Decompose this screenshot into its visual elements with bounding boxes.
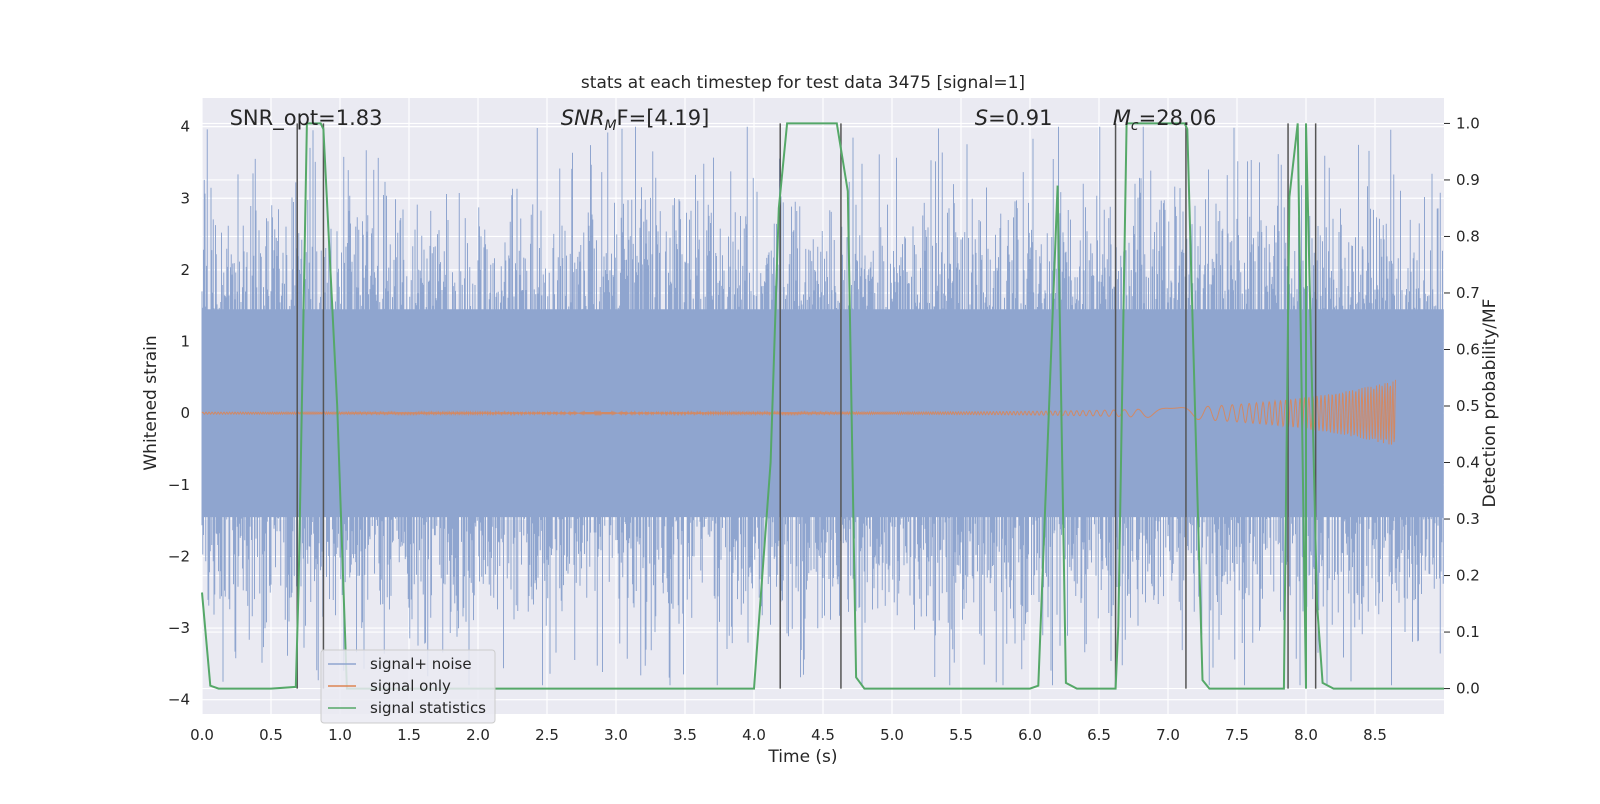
x-tick-label: 3.5: [673, 726, 697, 744]
x-tick-label: 3.0: [604, 726, 628, 744]
annotation-text: Mc=28.06: [1113, 106, 1217, 134]
y-tick-label-left: −2: [168, 547, 190, 565]
annotations: SNR_opt=1.83 SNRMF=[4.19] S=0.91 Mc=28.06: [230, 106, 1217, 134]
y-tick-label-right: 0.5: [1456, 397, 1480, 415]
y-axis-label-right: Detection probability/MF: [1480, 299, 1500, 508]
y-tick-label-left: −4: [168, 691, 190, 709]
y-tick-label-right: 0.0: [1456, 680, 1480, 698]
y-axis-label-left: Whitened strain: [141, 335, 161, 470]
x-tick-label: 7.5: [1225, 726, 1249, 744]
x-tick-label: 2.0: [466, 726, 490, 744]
y-tick-label-left: 2: [180, 261, 190, 279]
y-tick-label-left: −1: [168, 476, 190, 494]
legend-label-statistics: signal statistics: [370, 699, 486, 717]
y-tick-label-right: 0.2: [1456, 567, 1480, 585]
x-axis-label: Time (s): [767, 747, 837, 767]
x-tick-label: 2.5: [535, 726, 559, 744]
annotation-text: SNRMF=[4.19]: [561, 106, 710, 134]
legend-box: [320, 649, 496, 724]
y-tick-label-right: 0.3: [1456, 510, 1480, 528]
chart-title: stats at each timestep for test data 347…: [581, 73, 1025, 93]
x-tick-label: 5.5: [949, 726, 973, 744]
x-tick-label: 0.5: [259, 726, 283, 744]
x-tick-label: 1.0: [328, 726, 352, 744]
x-tick-label: 6.0: [1018, 726, 1042, 744]
y-tick-label-right: 0.9: [1456, 171, 1480, 189]
y-tick-label-left: 1: [180, 333, 190, 351]
signal-trace: [201, 379, 1396, 445]
x-tick-label: 5.0: [880, 726, 904, 744]
y-tick-label-left: −3: [168, 619, 190, 637]
annotation-text: S=0.91: [975, 106, 1053, 130]
x-tick-label: 8.5: [1363, 726, 1387, 744]
legend: signal+ noise signal only signal statist…: [320, 649, 496, 724]
y-tick-label-left: 4: [180, 118, 190, 136]
axis-ticks: 0.0 0.5 1.0 1.5 2.0 2.5 3.0 3.5 4.0 4.5 5.0 5.5 6.0 6…: [168, 114, 1480, 744]
y-tick-label-right: 1.0: [1456, 114, 1480, 132]
legend-label-signal: signal only: [370, 677, 451, 695]
x-tick-label: 8.0: [1294, 726, 1318, 744]
annotation-text: SNR_opt=1.83: [230, 106, 383, 131]
x-tick-label: 6.5: [1087, 726, 1111, 744]
y-tick-label-right: 0.6: [1456, 340, 1480, 358]
y-tick-label-left: 0: [180, 404, 190, 422]
x-tick-label: 7.0: [1156, 726, 1180, 744]
x-tick-label: 1.5: [397, 726, 421, 744]
statistics-trace: [201, 122, 1444, 690]
y-tick-label-right: 0.1: [1456, 623, 1480, 641]
x-tick-label: 0.0: [190, 726, 214, 744]
event-markers: [296, 123, 1317, 689]
y-tick-label-right: 0.7: [1456, 284, 1480, 302]
x-tick-label: 4.0: [742, 726, 766, 744]
series-signal-only: [201, 379, 1396, 445]
y-tick-label-right: 0.8: [1456, 227, 1480, 245]
x-tick-label: 4.5: [811, 726, 835, 744]
y-tick-label-left: 3: [180, 189, 190, 207]
series-signal-statistics: [201, 122, 1444, 690]
y-tick-label-right: 0.4: [1456, 454, 1480, 472]
legend-label-noise: signal+ noise: [370, 655, 472, 673]
